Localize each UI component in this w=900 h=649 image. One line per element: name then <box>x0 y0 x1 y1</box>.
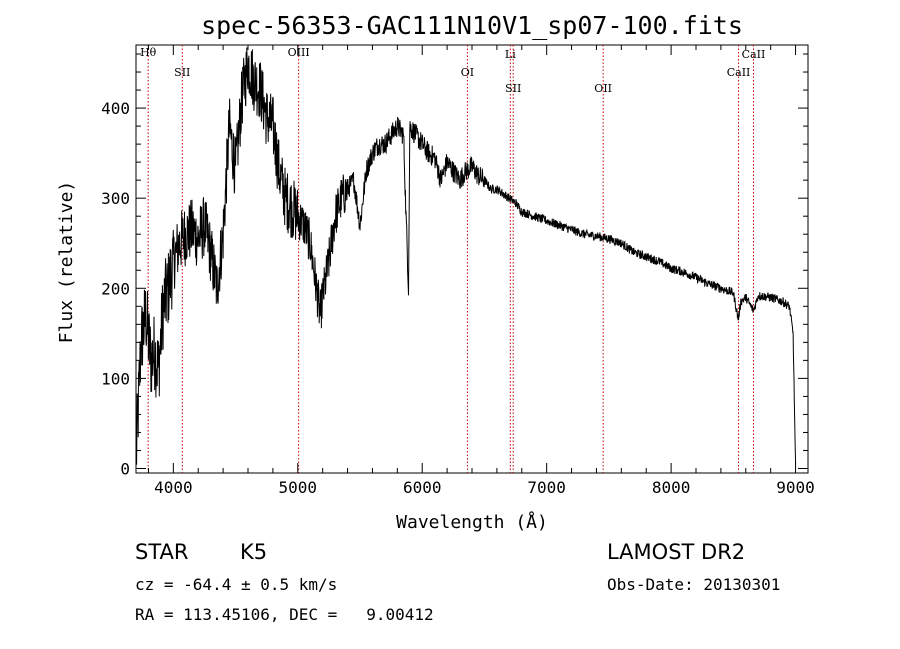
annotation-label: OII <box>594 82 612 95</box>
y-tick-label: 100 <box>101 369 130 388</box>
x-axis-label: Wavelength (Å) <box>396 511 548 533</box>
survey-name: LAMOST DR2 <box>607 540 746 564</box>
y-tick-label: 0 <box>120 459 130 478</box>
y-tick-label: 300 <box>101 189 130 208</box>
x-tick-label: 6000 <box>403 478 442 497</box>
annotation-label: CaII <box>727 66 751 79</box>
y-axis-label: Flux (relative) <box>56 181 77 344</box>
annotation-label: CaII <box>742 48 766 61</box>
object-subclass: K5 <box>240 540 268 564</box>
redshift-readout: cz = -64.4 ± 0.5 km/s <box>135 575 338 594</box>
chart-title: spec-56353-GAC111N10V1_sp07-100.fits <box>201 11 743 40</box>
annotation-label: OIII <box>288 46 310 59</box>
x-tick-label: 8000 <box>652 478 691 497</box>
y-tick-label: 200 <box>101 279 130 298</box>
spectrum-line <box>135 47 797 465</box>
x-tick-label: 5000 <box>279 478 318 497</box>
annotation-label: SII <box>174 66 190 79</box>
spectrum-series <box>135 47 797 465</box>
y-tick-label: 400 <box>101 99 130 118</box>
observation-date: Obs-Date: 20130301 <box>607 575 781 594</box>
x-tick-label: 4000 <box>154 478 193 497</box>
plot-frame <box>135 44 809 474</box>
object-class: STAR <box>135 540 189 564</box>
line-annotations: Hθ SII OIII OI Li SII OII CaII CaII <box>140 45 765 473</box>
coordinates-readout: RA = 113.45106, DEC = 9.00412 <box>135 605 434 624</box>
annotation-label: OI <box>461 66 474 79</box>
annotation-label: SII <box>505 82 521 95</box>
annotation-label: Li <box>505 48 516 61</box>
axis-ticks: 4000 5000 6000 7000 8000 9000 0 100 200 300 400 <box>101 45 815 497</box>
annotation-label: Hθ <box>140 46 157 59</box>
x-tick-label: 9000 <box>776 478 815 497</box>
x-tick-label: 7000 <box>527 478 566 497</box>
